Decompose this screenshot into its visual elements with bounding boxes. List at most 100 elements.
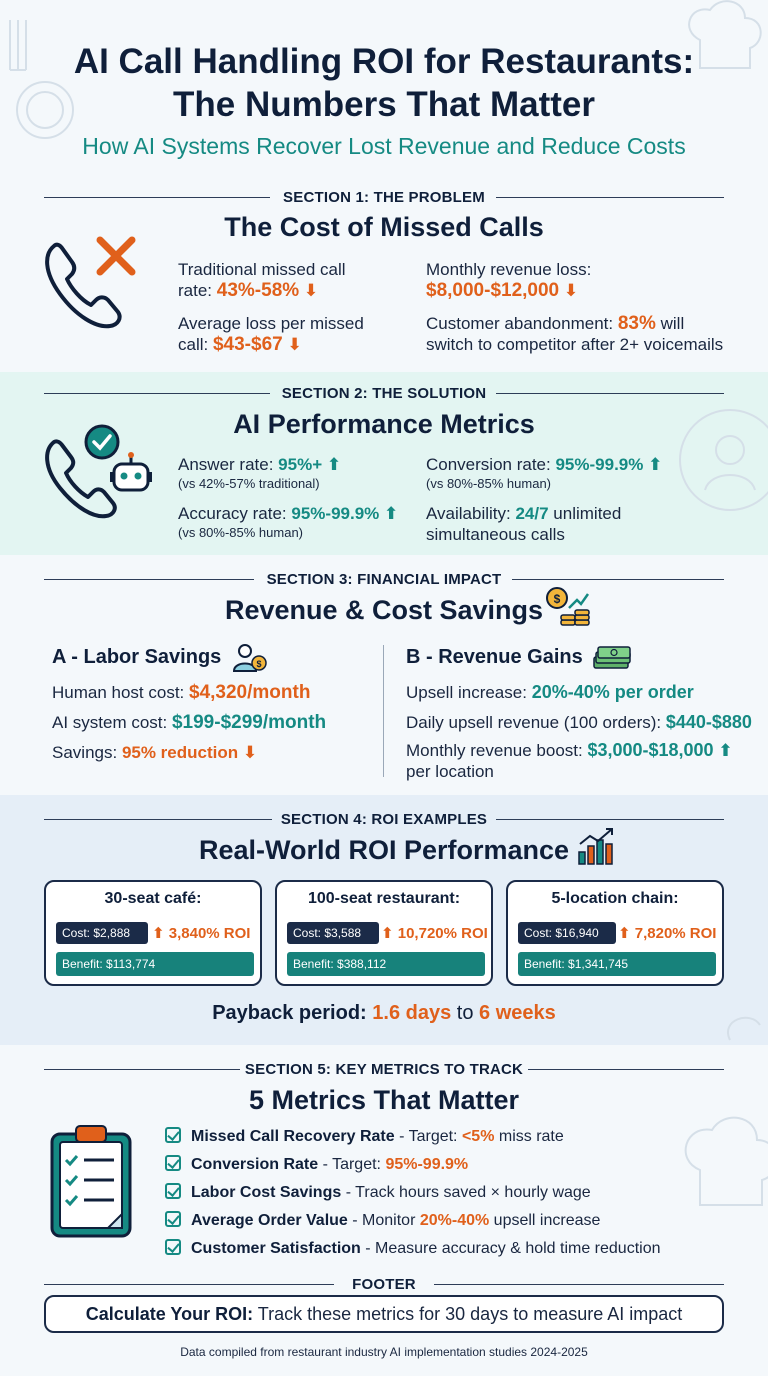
- section2-title: AI Performance Metrics: [233, 409, 535, 439]
- roi-card-cafe: 30-seat café: Cost: $2,888 ⬆ 3,840% ROI …: [44, 880, 262, 986]
- coins-growth-icon: $: [546, 587, 590, 626]
- title-line-2: The Numbers That Matter: [173, 85, 595, 124]
- missed-rate-label-2: rate:: [178, 281, 213, 300]
- availability-suffix: unlimited: [553, 504, 622, 523]
- roi-card-roi-value: 10,720% ROI: [397, 925, 488, 942]
- avg-loss-text: Average loss per missed call: $43-$67 ⬇: [178, 313, 364, 355]
- footer-source: Data compiled from restaurant industry A…: [180, 1345, 588, 1359]
- bar-chart-growth-icon: [578, 828, 613, 865]
- host-cost-label: Human host cost:: [52, 683, 185, 702]
- upsell-increase-text: Upsell increase: 20%-40% per order: [406, 682, 694, 703]
- section3-rule-right: [512, 579, 724, 580]
- section4-title-text: Real-World ROI Performance: [198, 835, 570, 865]
- arrow-up-icon: ⬆: [152, 925, 165, 942]
- metric-desc: - Target:: [318, 1156, 386, 1173]
- checkbox-checked-icon: [165, 1127, 181, 1143]
- roi-card-roi: ⬆ 10,720% ROI: [381, 924, 488, 942]
- footer-cta-box: Calculate Your ROI: Track these metrics …: [44, 1295, 724, 1333]
- savings-text: Savings: 95% reduction ⬇: [52, 742, 257, 763]
- savings-label: Savings:: [52, 743, 118, 762]
- metric-name: Conversion Rate: [191, 1156, 319, 1173]
- arrow-up-icon: ⬆: [718, 741, 733, 760]
- payback-label: Payback period:: [212, 1002, 367, 1024]
- monthly-boost-value: $3,000-$18,000: [587, 740, 714, 760]
- metric-item: Average Order Value - Monitor 20%-40% up…: [165, 1211, 600, 1231]
- clipboard-checklist-icon: [50, 1125, 132, 1238]
- section4-label: SECTION 4: ROI EXAMPLES: [280, 811, 488, 828]
- host-cost-value: $4,320/month: [189, 682, 311, 703]
- payback-period: Payback period: 1.6 days to 6 weeks: [0, 1002, 768, 1025]
- footer-rule-right: [434, 1284, 724, 1285]
- monthly-boost-suffix: per location: [406, 762, 494, 781]
- section5-rule-left: [44, 1069, 240, 1070]
- footer-label: FOOTER: [352, 1276, 416, 1293]
- monthly-loss-value: $8,000-$12,000: [426, 280, 560, 301]
- arrow-down-icon: ⬇: [563, 281, 579, 300]
- metric-item: Missed Call Recovery Rate - Target: <5% …: [165, 1127, 564, 1147]
- title-line-1: AI Call Handling ROI for Restaurants:: [73, 42, 695, 81]
- metric-name: Labor Cost Savings: [191, 1184, 342, 1201]
- section3-title: Revenue & Cost Savings: [0, 595, 768, 626]
- revenue-gains-title-text: B - Revenue Gains: [406, 646, 583, 668]
- section1-label: SECTION 1: THE PROBLEM: [283, 189, 485, 206]
- svg-text:$: $: [256, 659, 261, 669]
- roi-card-restaurant: 100-seat restaurant: Cost: $3,588 ⬆ 10,7…: [275, 880, 493, 986]
- ai-phone-icon: [45, 424, 152, 519]
- accuracy-label: Accuracy rate:: [178, 504, 287, 523]
- payback-min: 1.6 days: [372, 1002, 452, 1024]
- abandon-suffix-2: switch to competitor after 2+ voicemails: [426, 335, 724, 354]
- roi-card-benefit: Benefit: $388,112: [287, 952, 485, 976]
- svg-text:$: $: [554, 592, 561, 606]
- availability-suffix-2: simultaneous calls: [426, 525, 565, 544]
- roi-card-title: 5-location chain:: [551, 890, 679, 907]
- roi-card-cost: Cost: $3,588: [287, 922, 379, 944]
- arrow-up-icon: ⬆: [384, 504, 399, 523]
- missed-rate-label: Traditional missed call: [178, 260, 346, 279]
- upsell-label: Upsell increase:: [406, 683, 527, 702]
- monthly-loss-text: Monthly revenue loss: $8,000-$12,000 ⬇: [426, 259, 591, 301]
- arrow-down-icon: ⬇: [287, 335, 302, 354]
- accuracy-rate-text: Accuracy rate: 95%-99.9% ⬆ (vs 80%-85% h…: [178, 503, 398, 541]
- roi-card-benefit: Benefit: $113,774: [56, 952, 254, 976]
- checkbox-checked-icon: [165, 1183, 181, 1199]
- header: AI Call Handling ROI for Restaurants: Th…: [0, 0, 768, 175]
- answer-value: 95%+: [278, 455, 323, 474]
- arrow-up-icon: ⬆: [648, 455, 663, 474]
- footer-cta-bold: Calculate Your ROI:: [85, 1304, 254, 1324]
- ai-cost-label: AI system cost:: [52, 713, 168, 732]
- abandon-value: 83%: [617, 313, 656, 334]
- section5-title: 5 Metrics That Matter: [248, 1085, 520, 1115]
- answer-rate-text: Answer rate: 95%+ ⬆ (vs 42%-57% traditio…: [178, 454, 341, 492]
- monthly-loss-label: Monthly revenue loss:: [426, 260, 592, 279]
- cash-stack-icon: [593, 646, 631, 669]
- labor-savings-title: A - Labor Savings: [52, 647, 221, 668]
- abandon-label: Customer abandonment:: [426, 314, 614, 333]
- availability-label: Availability:: [426, 504, 511, 523]
- checkbox-checked-icon: [165, 1155, 181, 1171]
- availability-text: Availability: 24/7 unlimited simultaneou…: [426, 503, 621, 545]
- page-subtitle: How AI Systems Recover Lost Revenue and …: [82, 133, 686, 159]
- host-savings-icon: $: [232, 644, 267, 672]
- metric-desc: - Target:: [394, 1128, 462, 1145]
- metric-item: Conversion Rate - Target: 95%-99.9%: [165, 1155, 468, 1175]
- labor-savings-title-text: A - Labor Savings: [52, 646, 222, 668]
- arrow-down-icon: ⬇: [303, 281, 319, 300]
- footer-rule-left: [44, 1284, 334, 1285]
- roi-card-cost: Cost: $2,888: [56, 922, 148, 944]
- roi-card-benefit: Benefit: $1,341,745: [518, 952, 716, 976]
- avg-loss-value: $43-$67: [212, 334, 283, 355]
- checkbox-checked-icon: [165, 1239, 181, 1255]
- ai-cost-value: $199-$299/month: [171, 712, 327, 733]
- section1-title: The Cost of Missed Calls: [224, 212, 544, 242]
- metric-desc: - Track hours saved × hourly wage: [341, 1184, 591, 1201]
- abandon-suffix: will: [660, 314, 685, 333]
- footer-cta-text: Track these metrics for 30 days to measu…: [253, 1304, 683, 1324]
- conversion-label: Conversion rate:: [426, 455, 551, 474]
- page-title: AI Call Handling ROI for Restaurants: Th…: [0, 40, 768, 126]
- roi-card-title: 100-seat restaurant:: [307, 890, 461, 907]
- roi-card-chain: 5-location chain: Cost: $16,940 ⬆ 7,820%…: [506, 880, 724, 986]
- availability-value: 24/7: [515, 504, 549, 523]
- upsell-value: 20%-40% per order: [531, 682, 694, 702]
- accuracy-value: 95%-99.9%: [291, 504, 380, 523]
